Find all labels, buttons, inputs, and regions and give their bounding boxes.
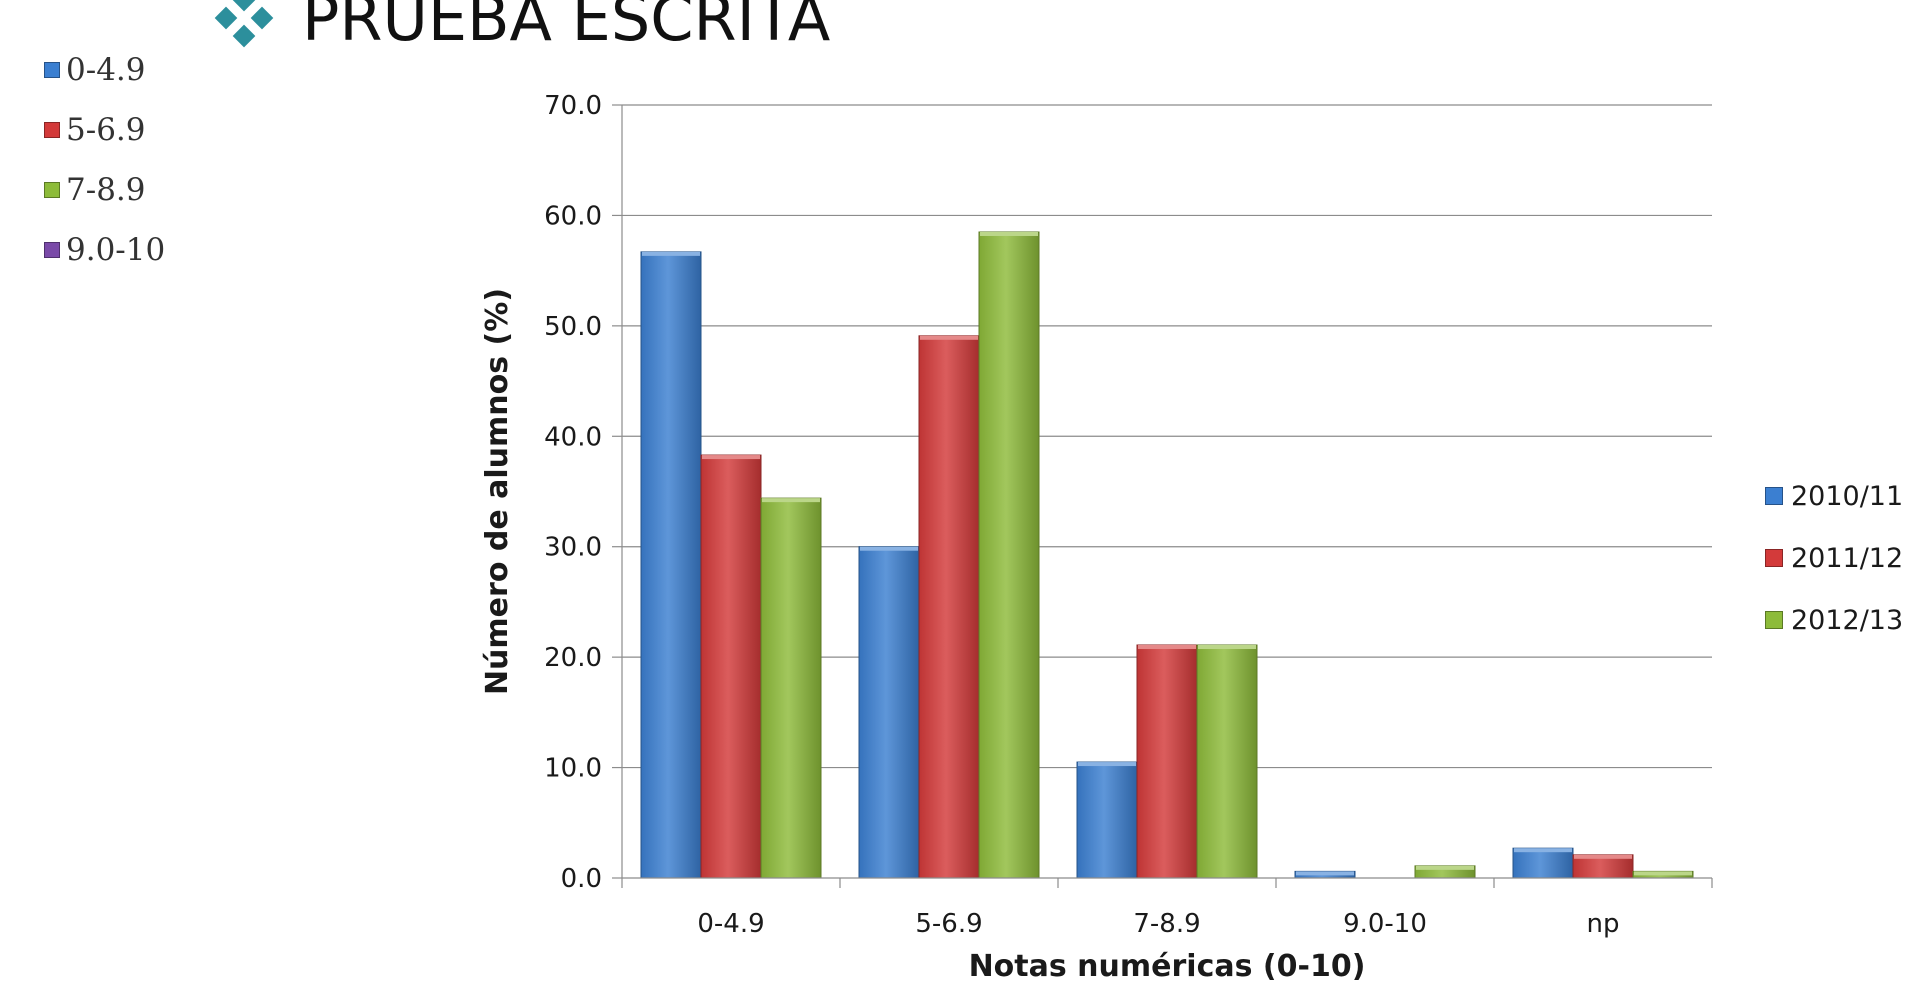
y-tick-label: 70.0 xyxy=(544,91,602,121)
x-tick-label: 5-6.9 xyxy=(915,909,982,939)
bar-top-highlight xyxy=(1198,644,1256,649)
bar xyxy=(978,231,1040,879)
side-legend-item: 7-8.9 xyxy=(44,160,165,220)
y-tick-label: 10.0 xyxy=(544,754,602,784)
slide-title-text: PRUEBA ESCRITA xyxy=(302,0,831,55)
bar-top-highlight xyxy=(1514,848,1572,853)
bar-top-highlight xyxy=(1634,871,1692,876)
bar-top-highlight xyxy=(702,455,760,460)
chart-legend-item: 2012/13 xyxy=(1765,589,1903,651)
bar-top-highlight xyxy=(1138,644,1196,649)
bar xyxy=(700,454,762,879)
x-tick-label: 0-4.9 xyxy=(697,909,764,939)
bar-top-highlight xyxy=(642,251,700,256)
y-tick-label: 0.0 xyxy=(561,864,602,894)
side-legend: 0-4.9 5-6.9 7-8.9 9.0-10 xyxy=(44,40,165,280)
legend-swatch xyxy=(44,242,60,258)
side-legend-item: 5-6.9 xyxy=(44,100,165,160)
side-legend-item: 0-4.9 xyxy=(44,40,165,100)
bar-top-highlight xyxy=(920,335,978,340)
legend-swatch xyxy=(44,122,60,138)
x-tick-label: 9.0-10 xyxy=(1343,909,1427,939)
bar xyxy=(1196,644,1258,879)
bar-top-highlight xyxy=(1078,762,1136,767)
y-tick-label: 30.0 xyxy=(544,533,602,563)
x-tick-label: 7-8.9 xyxy=(1133,909,1200,939)
bar-top-highlight xyxy=(1416,865,1474,870)
bar xyxy=(918,335,980,879)
bar xyxy=(1076,761,1138,879)
side-legend-label: 9.0-10 xyxy=(66,232,166,268)
bar xyxy=(760,497,822,879)
legend-swatch xyxy=(1765,611,1783,629)
bar-top-highlight xyxy=(762,498,820,503)
legend-swatch xyxy=(44,62,60,78)
legend-swatch xyxy=(1765,487,1783,505)
y-tick-label: 40.0 xyxy=(544,422,602,452)
bar-top-highlight xyxy=(980,231,1038,236)
x-axis-title: Notas numéricas (0-10) xyxy=(969,949,1366,984)
side-legend-label: 0-4.9 xyxy=(66,52,146,88)
chart-legend-label: 2012/13 xyxy=(1791,604,1904,636)
chart-legend-item: 2010/11 xyxy=(1765,465,1903,527)
side-legend-label: 7-8.9 xyxy=(66,172,146,208)
y-axis-title: Número de alumnos (%) xyxy=(480,288,515,695)
y-tick-label: 60.0 xyxy=(544,201,602,231)
side-legend-label: 5-6.9 xyxy=(66,112,146,148)
side-legend-item: 9.0-10 xyxy=(44,220,165,280)
legend-swatch xyxy=(1765,549,1783,567)
bar xyxy=(1512,847,1574,879)
bar xyxy=(640,251,702,879)
bar-top-highlight xyxy=(1574,854,1632,859)
chart-legend: 2010/11 2011/12 2012/13 xyxy=(1765,465,1903,651)
y-tick-label: 50.0 xyxy=(544,312,602,342)
chart-legend-item: 2011/12 xyxy=(1765,527,1903,589)
chart-legend-label: 2011/12 xyxy=(1791,542,1904,574)
slide-title: PRUEBA ESCRITA xyxy=(214,0,831,58)
y-tick-label: 20.0 xyxy=(544,643,602,673)
legend-swatch xyxy=(44,182,60,198)
bar-top-highlight xyxy=(860,546,918,551)
bar xyxy=(1136,644,1198,879)
bar xyxy=(858,546,920,879)
chart-legend-label: 2010/11 xyxy=(1791,480,1904,512)
bar-top-highlight xyxy=(1296,871,1354,876)
x-tick-label: np xyxy=(1587,909,1620,939)
